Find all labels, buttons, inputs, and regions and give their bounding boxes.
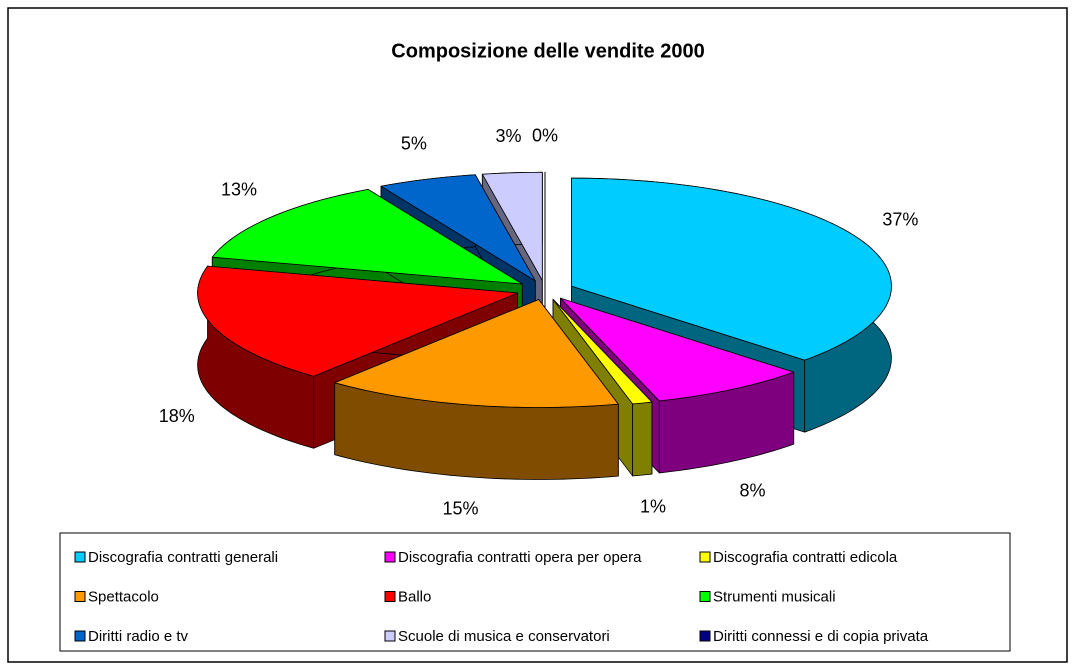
legend-swatch <box>699 551 711 563</box>
legend-label: Strumenti musicali <box>713 588 836 605</box>
slice-top <box>334 299 619 408</box>
legend-label: Scuole di musica e conservatori <box>398 628 610 645</box>
data-label: 3% <box>496 126 522 146</box>
legend-swatch <box>384 591 396 602</box>
slice-top <box>560 297 795 402</box>
slice-wall <box>632 401 653 477</box>
legend-box <box>59 532 1011 652</box>
legend-swatch <box>384 630 396 642</box>
data-label: 0% <box>532 125 558 145</box>
slice-top <box>552 298 653 405</box>
legend-label: Diritti connessi e di copia privata <box>713 628 929 645</box>
data-label: 1% <box>640 497 666 517</box>
legend-label: Discografia contratti edicola <box>713 549 898 566</box>
slice-top <box>571 177 892 361</box>
legend-label: Discografia contratti opera per opera <box>398 549 642 566</box>
legend-label: Spettacolo <box>88 588 159 605</box>
pie-slice <box>334 299 619 480</box>
legend-swatch <box>699 591 711 602</box>
legend-swatch <box>74 591 86 602</box>
data-label: 13% <box>221 179 257 199</box>
data-label: 15% <box>443 499 479 519</box>
data-label: 8% <box>739 480 765 500</box>
data-label: 37% <box>882 209 918 229</box>
legend-label: Discografia contratti generali <box>88 549 278 566</box>
legend-swatch <box>74 551 86 563</box>
slice-top <box>211 189 523 285</box>
legend-swatch <box>384 551 396 563</box>
legend-label: Ballo <box>398 588 431 605</box>
slice-top <box>197 265 519 377</box>
chart-title: Composizione delle vendite 2000 <box>391 40 704 62</box>
slice-top <box>481 171 543 281</box>
legend-swatch <box>74 630 86 642</box>
slice-top <box>380 174 536 282</box>
data-label: 18% <box>159 406 195 426</box>
legend-label: Diritti radio e tv <box>88 628 189 645</box>
legend-swatch <box>699 630 711 642</box>
data-label: 5% <box>401 134 427 154</box>
